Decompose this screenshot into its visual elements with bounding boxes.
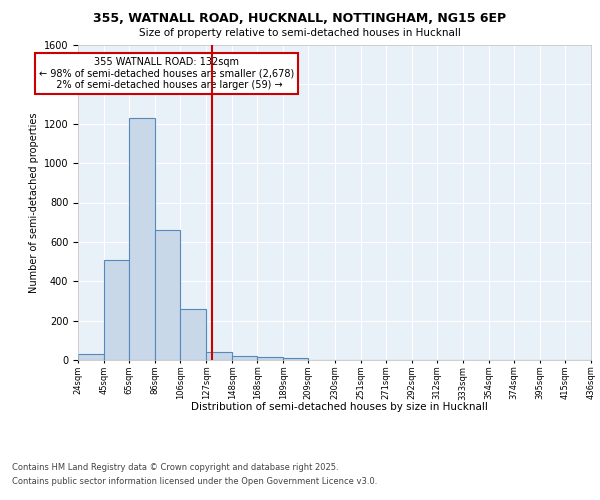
- Bar: [283, 358, 308, 360]
- Bar: [129, 118, 155, 360]
- Bar: [206, 352, 232, 360]
- Bar: [232, 356, 257, 360]
- Y-axis label: Number of semi-detached properties: Number of semi-detached properties: [29, 112, 40, 292]
- Bar: [155, 230, 180, 360]
- Text: 355 WATNALL ROAD: 132sqm
← 98% of semi-detached houses are smaller (2,678)
  2% : 355 WATNALL ROAD: 132sqm ← 98% of semi-d…: [39, 57, 294, 90]
- Text: 355, WATNALL ROAD, HUCKNALL, NOTTINGHAM, NG15 6EP: 355, WATNALL ROAD, HUCKNALL, NOTTINGHAM,…: [94, 12, 506, 26]
- Bar: [180, 309, 206, 360]
- Text: Distribution of semi-detached houses by size in Hucknall: Distribution of semi-detached houses by …: [191, 402, 487, 412]
- Text: Contains HM Land Registry data © Crown copyright and database right 2025.: Contains HM Land Registry data © Crown c…: [12, 462, 338, 471]
- Bar: [104, 260, 129, 360]
- Bar: [78, 354, 104, 360]
- Bar: [257, 357, 283, 360]
- Text: Size of property relative to semi-detached houses in Hucknall: Size of property relative to semi-detach…: [139, 28, 461, 38]
- Text: Contains public sector information licensed under the Open Government Licence v3: Contains public sector information licen…: [12, 478, 377, 486]
